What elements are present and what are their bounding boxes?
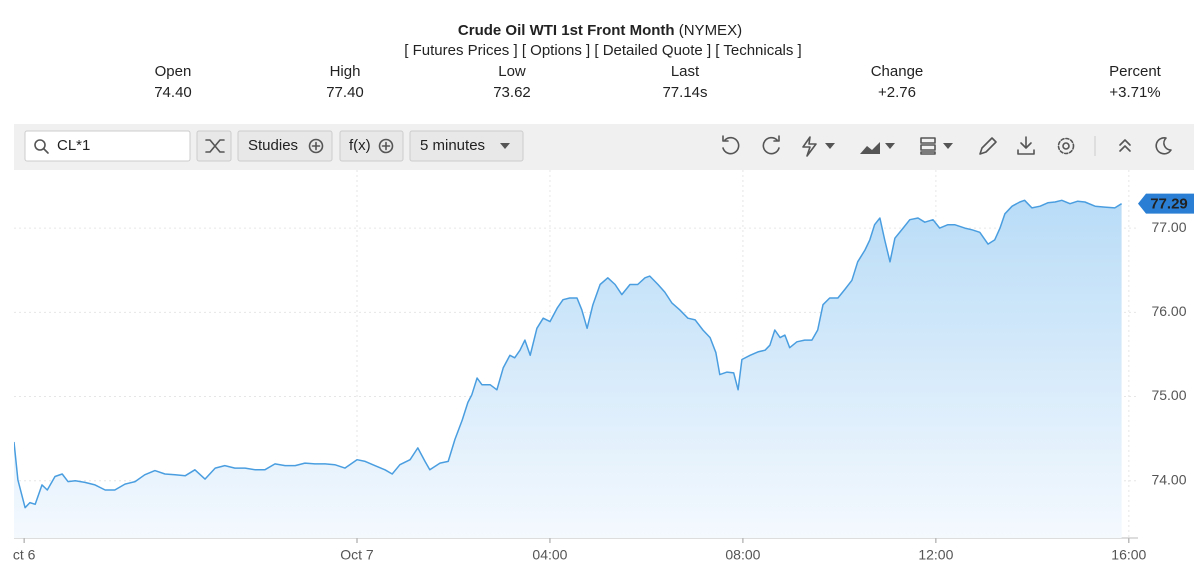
x-tick-label: ct 6 — [13, 547, 36, 563]
exchange: (NYMEX) — [679, 22, 742, 39]
plus-icon — [311, 141, 321, 151]
quote-value: +3.71% — [1109, 84, 1160, 101]
download[interactable] — [1017, 136, 1035, 155]
y-tick-label: 77.00 — [1151, 219, 1186, 235]
quote: Open 74.40 High 77.40 Low 73.62 Last 77.14s Chan… — [154, 63, 1161, 101]
quote-label: Change — [871, 63, 924, 80]
caret — [500, 143, 510, 149]
theme[interactable] — [1155, 137, 1172, 155]
symbol: CL*1 — [57, 137, 90, 154]
x-tick-label: Oct 7 — [340, 547, 374, 563]
last-price-label: 77.29 — [1150, 196, 1188, 213]
toolbar — [14, 124, 1194, 170]
quote-label: High — [330, 63, 361, 80]
studies-button[interactable] — [237, 130, 333, 162]
x-tick-label: 04:00 — [532, 547, 567, 563]
quote-value: +2.76 — [878, 84, 916, 101]
shuffle-icon — [205, 139, 225, 153]
link[interactable]: [ Technicals ] — [715, 42, 801, 59]
title-line: Crude Oil WTI 1st Front Month (NYMEX) — [458, 22, 742, 39]
quote-value: 73.62 — [493, 84, 531, 101]
interval: 5 minutes — [420, 137, 485, 154]
undo[interactable] — [722, 135, 740, 155]
quote-label: Last — [671, 63, 700, 80]
title: Crude Oil WTI 1st Front Month — [458, 22, 675, 39]
fx-button[interactable] — [339, 130, 404, 162]
y-tick-label: 75.00 — [1151, 387, 1186, 403]
fx: f(x) — [349, 137, 371, 154]
plus-icon — [381, 141, 391, 151]
link[interactable]: [ Futures Prices ] — [404, 42, 517, 59]
y-tick-label: 76.00 — [1151, 303, 1186, 319]
plot: 74.00 75.00 76.00 77.00 ct 6 Oct 7 04:00 08:00 1… — [13, 170, 1194, 563]
collapse[interactable] — [1119, 139, 1131, 152]
price-line — [14, 199, 1122, 509]
caret — [885, 143, 895, 149]
quote-label: Low — [498, 63, 526, 80]
x-tick-label: 12:00 — [918, 547, 953, 563]
symbol-input[interactable] — [24, 130, 191, 162]
links: [ Futures Prices ] [ Options ] [ Detaile… — [404, 42, 801, 59]
area-fill — [14, 200, 1122, 538]
quote-value: 77.40 — [326, 84, 364, 101]
toolbar-icons — [722, 135, 1172, 157]
y-tick-label: 74.00 — [1151, 471, 1186, 487]
settings[interactable] — [1057, 137, 1075, 155]
caret — [825, 143, 835, 149]
caret — [943, 143, 953, 149]
settings — [1062, 142, 1070, 150]
plus-icon — [308, 138, 324, 154]
interval-button[interactable] — [409, 130, 524, 162]
drawing-tools[interactable] — [802, 136, 817, 157]
x-tick-label: 08:00 — [725, 547, 760, 563]
x-tick-label: 16:00 — [1111, 547, 1146, 563]
quote-value: 77.14s — [662, 84, 707, 101]
search-icon — [34, 139, 46, 151]
redo[interactable] — [762, 135, 780, 155]
last-price-tag — [1138, 193, 1194, 214]
annotate[interactable] — [979, 137, 997, 155]
link[interactable]: [ Options ] — [522, 42, 590, 59]
quote-label: Percent — [1109, 63, 1162, 80]
plus-icon — [378, 138, 394, 154]
search-icon — [43, 148, 49, 154]
quote-value: 74.40 — [154, 84, 192, 101]
link[interactable]: [ Detailed Quote ] — [594, 42, 711, 59]
templates[interactable] — [920, 137, 936, 155]
quote-label: Open — [155, 63, 192, 80]
chart-type[interactable] — [860, 142, 880, 154]
studies: Studies — [248, 137, 298, 154]
